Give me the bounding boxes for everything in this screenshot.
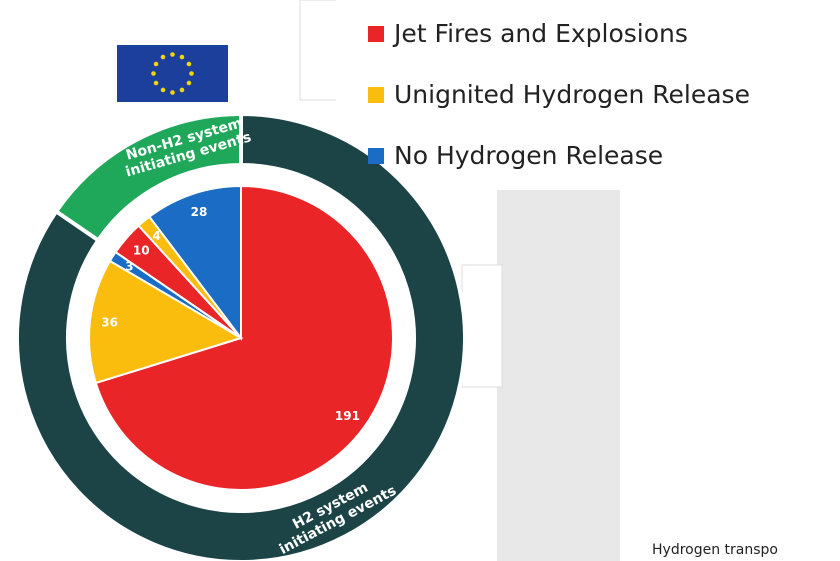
panel-edge [461, 264, 503, 388]
window-edge [299, 0, 341, 101]
pie-slice [88, 259, 244, 385]
star [179, 54, 185, 60]
legend-swatch [368, 148, 384, 164]
star [160, 54, 166, 60]
ring-segment [15, 111, 467, 561]
star [153, 80, 159, 86]
star [151, 71, 156, 76]
star [186, 80, 192, 86]
data-label: 191 [335, 409, 360, 423]
star [160, 87, 166, 93]
data-label: 3 [125, 260, 133, 274]
star [153, 61, 159, 67]
data-label: 36 [101, 315, 118, 329]
legend-label: Unignited Hydrogen Release [394, 80, 750, 109]
data-label: 4 [152, 229, 160, 243]
star [170, 90, 175, 95]
footer-text: Hydrogen transpo [652, 542, 778, 558]
eu-flag [117, 45, 228, 102]
legend-label: Jet Fires and Explosions [392, 19, 688, 48]
star [170, 52, 175, 57]
star [179, 87, 185, 93]
data-label: 10 [133, 244, 150, 258]
legend-swatch [368, 26, 384, 42]
star [189, 71, 194, 76]
data-label: 28 [191, 205, 208, 219]
ring-segment [53, 111, 243, 244]
pie-slice [147, 184, 242, 341]
star [186, 61, 192, 67]
pie-slice [94, 184, 394, 491]
legend-label: No Hydrogen Release [394, 141, 663, 170]
gray-panel [497, 185, 620, 561]
legend-swatch [368, 87, 384, 103]
legend-box [336, 0, 840, 190]
